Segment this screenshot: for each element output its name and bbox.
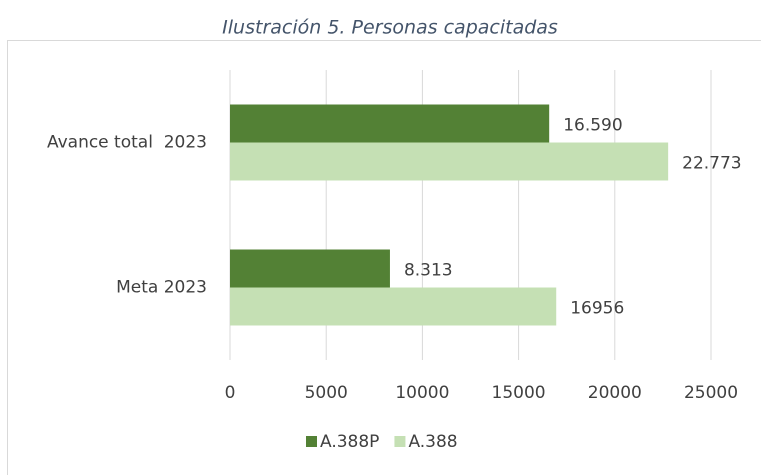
value-label: 16.590 <box>563 116 622 136</box>
x-tick-label: 25000 <box>684 383 738 403</box>
y-tick-label: Meta 2023 <box>116 278 207 298</box>
x-tick-label: 10000 <box>395 383 449 403</box>
chart-title: Ilustración 5. Personas capacitadas <box>222 17 558 39</box>
bar <box>230 142 669 181</box>
legend-label: A.388 <box>408 432 457 452</box>
legend-swatch <box>394 436 406 447</box>
bar <box>230 287 557 326</box>
value-label: 16956 <box>570 299 624 319</box>
bar <box>230 249 390 288</box>
x-tick-label: 20000 <box>588 383 642 403</box>
x-tick-label: 0 <box>225 383 236 403</box>
value-label: 8.313 <box>404 261 453 281</box>
value-label: 22.773 <box>682 154 741 174</box>
y-tick-label: Avance total 2023 <box>47 133 207 153</box>
legend-label: A.388P <box>320 432 379 452</box>
x-tick-label: 15000 <box>492 383 546 403</box>
bar <box>230 104 550 143</box>
legend-swatch <box>306 436 317 447</box>
x-tick-label: 5000 <box>305 383 348 403</box>
